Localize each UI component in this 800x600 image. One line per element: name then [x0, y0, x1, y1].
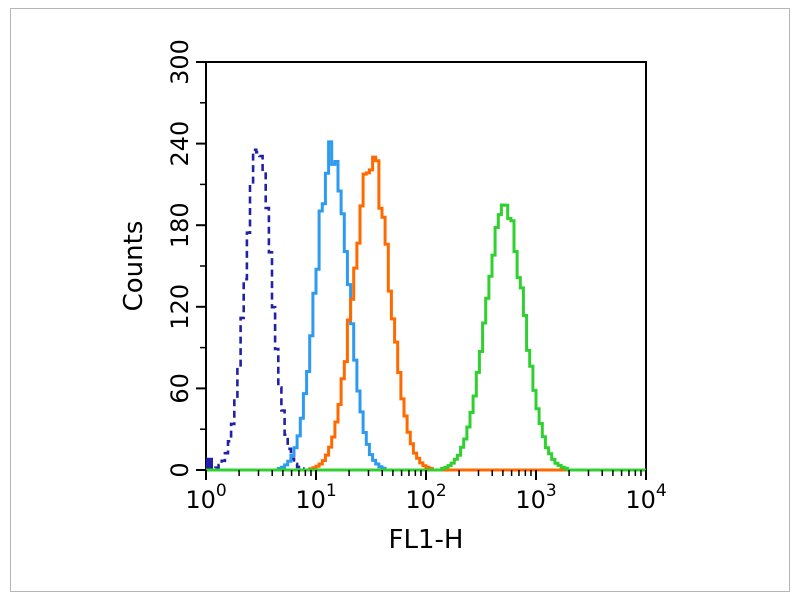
x-axis-title: FL1-H: [389, 525, 464, 555]
x-tick-label: 100: [185, 481, 226, 514]
x-tick-label: 103: [515, 481, 556, 514]
y-tick-label: 300: [166, 39, 194, 85]
y-tick-label: 180: [166, 202, 194, 248]
y-tick-label: 0: [166, 462, 194, 477]
y-tick-label: 120: [166, 284, 194, 330]
y-tick-label: 240: [166, 121, 194, 167]
series-curves: [206, 140, 646, 472]
x-tick-label: 101: [295, 481, 336, 514]
series-navy-dashed-edge-spike: [206, 457, 213, 470]
series-navy-dashed-curve: [206, 148, 646, 472]
axis-ticks: [196, 61, 647, 480]
plot-frame: [205, 61, 647, 471]
y-tick-label: 60: [166, 373, 194, 404]
y-axis-title: Counts: [119, 221, 149, 312]
series-green-curve: [206, 203, 646, 472]
x-tick-label: 104: [625, 481, 666, 514]
series-orange-curve: [206, 155, 646, 472]
x-tick-label: 102: [405, 481, 446, 514]
